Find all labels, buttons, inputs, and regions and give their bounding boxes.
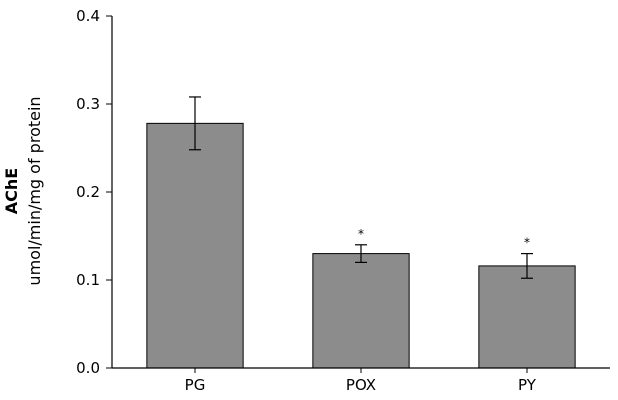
y-tick-label: 0.3 (76, 95, 100, 113)
plot-area: PG * POX * PY 0.0 0.1 0.2 0.3 0.4 (76, 7, 610, 394)
y-axis-title-bold: AChE (2, 168, 21, 214)
y-tick-label: 0.4 (76, 7, 100, 25)
y-axis-title: AChE umol/min/mg of protein (2, 96, 44, 285)
significance-label-py: * (524, 236, 530, 250)
y-tick-label: 0.0 (76, 359, 100, 377)
significance-label-pox: * (358, 227, 364, 241)
y-tick-label: 0.1 (76, 271, 100, 289)
y-axis-title-units: umol/min/mg of protein (25, 96, 44, 285)
bar-pg (146, 122, 244, 369)
bar-pox (312, 253, 410, 369)
x-tick-label-pox: POX (346, 376, 376, 394)
x-tick-label-pg: PG (185, 376, 206, 394)
bar-py (478, 265, 576, 369)
x-tick-label-py: PY (518, 376, 537, 394)
y-tick-label: 0.2 (76, 183, 100, 201)
